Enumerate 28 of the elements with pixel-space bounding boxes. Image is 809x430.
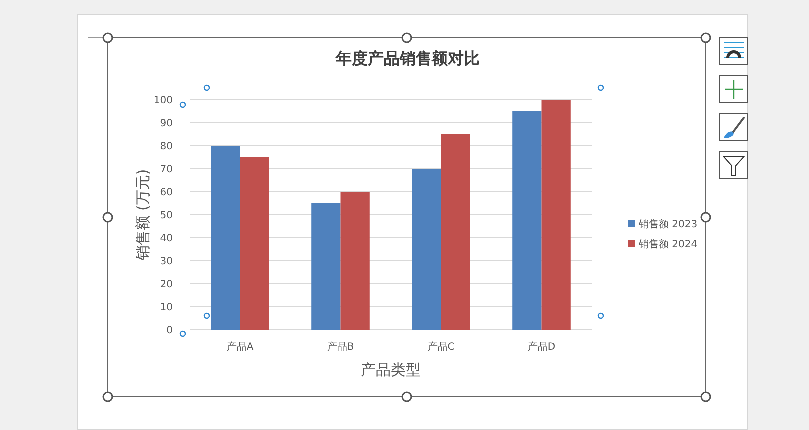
y-tick-label: 80 — [160, 142, 173, 152]
bar — [240, 158, 270, 330]
y-tick-label: 90 — [160, 118, 173, 130]
x-tick-label: 产品A — [226, 341, 254, 353]
bar — [542, 100, 571, 330]
bar — [441, 134, 470, 330]
y-tick-label: 40 — [160, 234, 173, 244]
y-tick-label: 70 — [160, 164, 173, 176]
y-axis-title: 销售额 (万元) — [134, 169, 152, 262]
x-tick-label: 产品B — [327, 341, 354, 353]
y-tick-label: 50 — [160, 210, 173, 222]
x-tick-label: 产品C — [428, 341, 455, 353]
x-tick-label: 产品D — [528, 341, 556, 353]
bar — [340, 192, 370, 330]
y-tick-label: 60 — [160, 188, 173, 198]
bar — [211, 146, 240, 330]
y-tick-label: 30 — [160, 256, 173, 268]
legend-label: 销售额 2023 — [638, 218, 698, 230]
bar — [312, 204, 341, 330]
x-axis-title: 产品类型 — [361, 361, 421, 379]
y-tick-label: 10 — [160, 302, 173, 314]
y-tick-label: 100 — [154, 96, 173, 106]
y-tick-label: 0 — [166, 326, 173, 336]
bar — [512, 112, 542, 330]
legend-label: 销售额 2024 — [638, 238, 698, 250]
bar — [412, 169, 442, 330]
chart-title: 年度产品销售额对比 — [335, 49, 480, 68]
y-tick-label: 20 — [160, 280, 173, 290]
